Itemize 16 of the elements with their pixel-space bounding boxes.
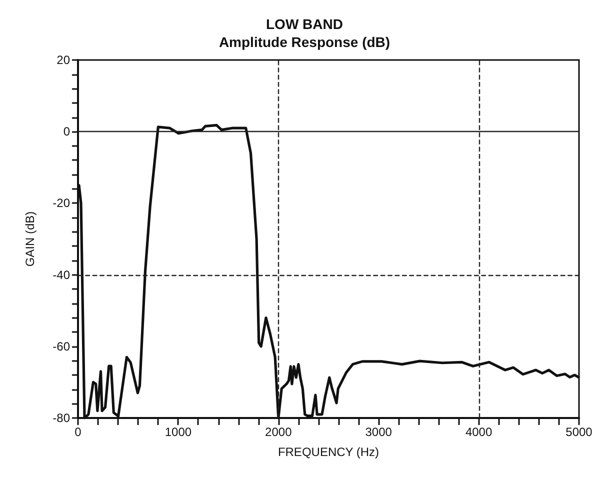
x-tick-label: 2000 [265, 425, 292, 439]
x-tick-label: 5000 [566, 425, 593, 439]
y-tick-label: -60 [52, 339, 70, 354]
chart-subtitle: Amplitude Response (dB) [218, 34, 390, 50]
x-tick-label: 4000 [465, 425, 492, 439]
chart-title: LOW BAND [266, 16, 343, 32]
y-tick-label: 20 [56, 53, 70, 67]
x-tick-label: 3000 [365, 425, 392, 439]
y-tick-label: -20 [52, 196, 70, 210]
y-tick-label: 0 [63, 124, 70, 139]
x-axis-title: FREQUENCY (Hz) [278, 445, 380, 459]
y-tick-label: -40 [52, 268, 70, 282]
x-tick-label: 1000 [164, 425, 192, 439]
y-tick-label: -80 [52, 411, 70, 425]
x-tick-label: 0 [74, 425, 82, 439]
y-axis-title: GAIN (dB) [23, 211, 37, 267]
